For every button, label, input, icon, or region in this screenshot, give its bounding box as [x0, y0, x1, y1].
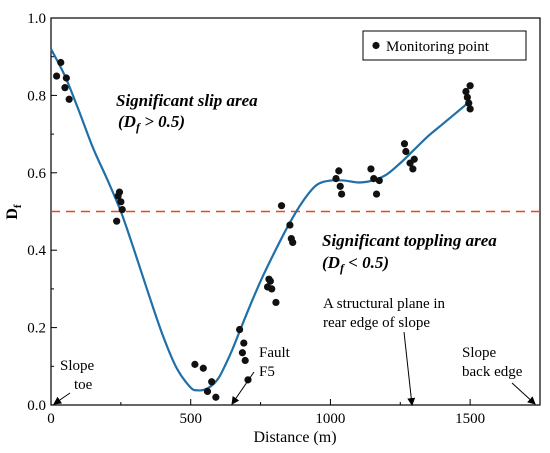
monitoring-point	[115, 188, 124, 196]
monitoring-point	[203, 387, 212, 396]
monitoring-point	[52, 72, 61, 80]
monitoring-point	[335, 167, 343, 175]
monitoring-point	[268, 285, 276, 293]
x-tick-label: 1500	[455, 411, 485, 427]
svg-text:Df: Df	[4, 204, 24, 220]
legend-marker	[372, 41, 380, 50]
monitoring-point	[238, 349, 247, 357]
toppling-area-condition: (Df < 0.5)	[322, 253, 389, 275]
slope-toe-arrow	[53, 392, 71, 405]
x-axis-title: Distance (m)	[253, 429, 336, 446]
x-tick-label: 500	[179, 411, 202, 427]
monitoring-point	[375, 176, 383, 185]
y-tick-label: 0.8	[27, 88, 46, 104]
monitoring-point	[57, 58, 65, 67]
monitoring-point	[65, 95, 73, 103]
slope-back-edge-label-2: back edge	[462, 364, 523, 380]
slope-toe-label-2: toe	[74, 377, 93, 393]
y-tick-label: 0.2	[27, 321, 46, 337]
monitoring-point	[241, 356, 249, 365]
monitoring-point	[370, 175, 378, 183]
x-tick-label: 1000	[315, 411, 345, 427]
monitoring-point	[277, 202, 286, 210]
monitoring-point	[465, 99, 473, 107]
monitoring-point	[332, 175, 340, 183]
monitoring-point	[463, 93, 471, 101]
slope-toe-label-1: Slope	[60, 358, 95, 374]
y-tick-label: 1.0	[27, 11, 46, 27]
y-axis: 0.0 0.2 0.4 0.6 0.8 1.0	[27, 11, 57, 414]
monitoring-point	[286, 221, 294, 229]
monitoring-point	[367, 165, 375, 173]
monitoring-points	[52, 58, 474, 401]
monitoring-point	[272, 298, 280, 307]
monitoring-point	[336, 182, 344, 190]
monitoring-point	[266, 277, 274, 285]
monitoring-point	[212, 393, 220, 401]
monitoring-point	[199, 364, 207, 372]
monitoring-point	[289, 238, 297, 247]
monitoring-point	[338, 190, 346, 198]
monitoring-point	[113, 217, 121, 225]
slope-back-edge-arrow	[511, 382, 536, 405]
y-tick-label: 0.0	[27, 398, 46, 414]
y-axis-title: Df	[4, 204, 24, 220]
fault-label-2: F5	[259, 364, 275, 380]
legend: Monitoring point	[362, 30, 527, 61]
y-tick-label: 0.6	[27, 166, 46, 182]
monitoring-point	[240, 339, 248, 347]
monitoring-point	[466, 82, 474, 90]
y-tick-label: 0.4	[27, 243, 46, 259]
x-tick-label: 0	[47, 411, 55, 427]
slope-back-edge-label-1: Slope	[462, 345, 497, 361]
monitoring-point	[208, 378, 216, 386]
slip-area-label: Significant slip area	[116, 91, 258, 110]
monitoring-point	[61, 84, 69, 92]
monitoring-point	[372, 190, 381, 198]
monitoring-point	[62, 74, 70, 82]
monitoring-point	[466, 105, 474, 113]
x-axis: 0 500 1000 1500	[47, 399, 485, 427]
structural-plane-label-1: A structural plane in	[323, 296, 446, 312]
monitoring-point	[462, 87, 470, 96]
fault-arrow	[231, 371, 255, 405]
monitoring-point	[117, 198, 125, 206]
legend-label: Monitoring point	[386, 39, 490, 55]
structural-plane-arrow	[403, 331, 416, 406]
monitoring-point	[400, 140, 409, 148]
monitoring-point	[236, 325, 244, 334]
toppling-area-label: Significant toppling area	[322, 231, 497, 250]
slip-area-condition: (Df > 0.5)	[118, 112, 185, 134]
monitoring-point	[410, 155, 418, 163]
monitoring-point	[191, 360, 199, 368]
fault-label-1: Fault	[259, 345, 291, 361]
monitoring-point	[409, 165, 417, 173]
monitoring-point	[118, 205, 126, 214]
structural-plane-label-2: rear edge of slope	[323, 315, 430, 331]
monitoring-point	[402, 147, 410, 156]
